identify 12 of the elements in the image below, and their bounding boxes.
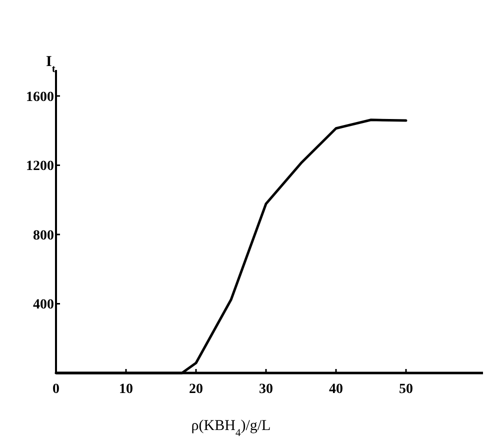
x-tick-label: 50 [399,382,413,397]
x-tick-label: 0 [52,382,60,397]
x-tick-label: 30 [259,382,273,397]
y-tick-label: 400 [33,298,54,313]
y-axis-title: I$_{t}$ [46,54,56,74]
x-tick-label: 40 [329,382,343,397]
y-tick-label: 1200 [26,159,54,174]
x-axis-title: ρ(KBH$_{4}$)/g/L [191,418,271,438]
x-tick-label: 20 [189,382,203,397]
y-tick-label: 1600 [26,90,54,105]
x-tick-label: 10 [119,382,133,397]
y-tick-label: 800 [33,228,54,244]
